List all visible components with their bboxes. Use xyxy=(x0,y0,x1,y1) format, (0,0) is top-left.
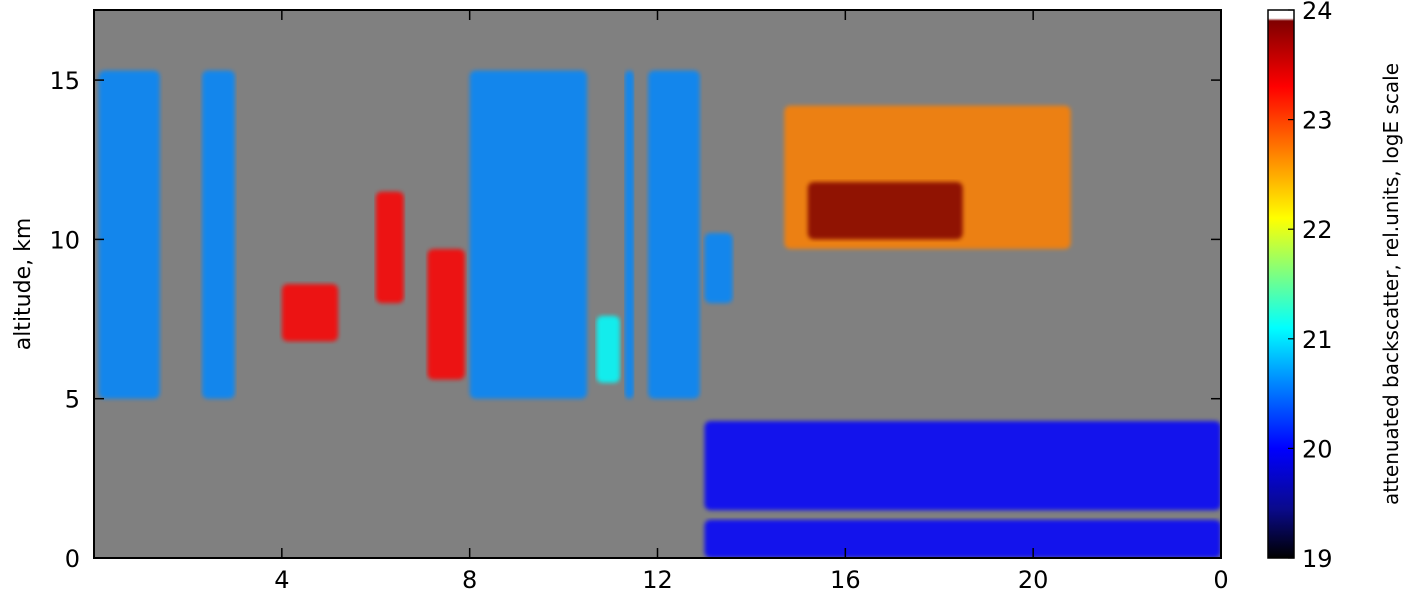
colorbar-tick-label: 21 xyxy=(1302,326,1333,354)
colorbar-tick-label: 20 xyxy=(1302,435,1333,463)
x-tick-label: 8 xyxy=(462,566,477,594)
y-tick-label: 5 xyxy=(65,386,80,414)
colorbar-tick-label: 24 xyxy=(1302,0,1333,25)
y-axis-label: altitude, km xyxy=(11,218,36,351)
colorbar-ticks: 19 20 21 22 23 24 xyxy=(1288,0,1333,573)
cloud-region-5 xyxy=(648,70,700,399)
backscatter-field xyxy=(98,70,1221,558)
cloud-region-3 xyxy=(469,70,588,399)
cloud-region-14 xyxy=(704,233,733,304)
colorbar-tick-label: 23 xyxy=(1302,107,1333,135)
y-tick-label: 15 xyxy=(49,67,80,95)
x-tick-label: 16 xyxy=(830,566,861,594)
x-tick-label: 20 xyxy=(1018,566,1049,594)
y-tick-label: 10 xyxy=(49,226,80,254)
cloud-region-1 xyxy=(98,70,160,399)
colorbar-tick-label: 19 xyxy=(1302,545,1333,573)
x-axis: 4 8 12 16 20 0 xyxy=(274,10,1229,594)
cloud-region-7 xyxy=(807,182,963,240)
cloud-region-2 xyxy=(202,70,235,399)
x-tick-label: 4 xyxy=(274,566,289,594)
colorbar-label: attenuated backscatter, rel.units, logE … xyxy=(1379,63,1403,505)
cloud-region-13 xyxy=(596,315,620,383)
cloud-region-8 xyxy=(704,421,1221,511)
x-tick-label: 0 xyxy=(1213,566,1228,594)
y-axis: 0 5 10 15 xyxy=(49,67,1221,573)
colorbar-tick-label: 22 xyxy=(1302,216,1333,244)
cloud-region-12 xyxy=(427,248,465,380)
colorbar xyxy=(1267,9,1295,559)
x-tick-label: 12 xyxy=(642,566,673,594)
cloud-region-4 xyxy=(624,70,635,399)
cloud-region-11 xyxy=(375,191,404,304)
cloud-region-9 xyxy=(704,519,1221,558)
cloud-region-10 xyxy=(281,284,339,342)
y-tick-label: 0 xyxy=(65,545,80,573)
